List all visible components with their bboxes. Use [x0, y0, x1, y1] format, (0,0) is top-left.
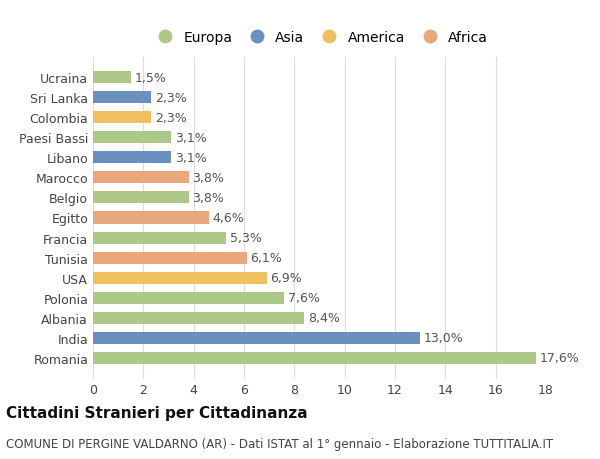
Bar	[93, 112, 151, 124]
Text: 5,3%: 5,3%	[230, 231, 262, 245]
Text: 2,3%: 2,3%	[155, 91, 187, 105]
Text: 3,1%: 3,1%	[175, 132, 206, 145]
Bar	[93, 352, 536, 364]
Text: 13,0%: 13,0%	[424, 331, 464, 345]
Bar	[93, 172, 188, 184]
Text: 3,1%: 3,1%	[175, 151, 206, 164]
Text: 3,8%: 3,8%	[193, 172, 224, 185]
Bar	[93, 272, 266, 284]
Text: 4,6%: 4,6%	[212, 212, 244, 224]
Text: 2,3%: 2,3%	[155, 112, 187, 124]
Text: 6,1%: 6,1%	[250, 252, 282, 264]
Text: 6,9%: 6,9%	[271, 272, 302, 285]
Bar	[93, 252, 247, 264]
Bar	[93, 292, 284, 304]
Bar	[93, 92, 151, 104]
Bar	[93, 72, 131, 84]
Text: COMUNE DI PERGINE VALDARNO (AR) - Dati ISTAT al 1° gennaio - Elaborazione TUTTIT: COMUNE DI PERGINE VALDARNO (AR) - Dati I…	[6, 437, 553, 450]
Bar	[93, 332, 420, 344]
Text: 7,6%: 7,6%	[288, 291, 320, 304]
Text: Cittadini Stranieri per Cittadinanza: Cittadini Stranieri per Cittadinanza	[6, 405, 308, 420]
Text: 17,6%: 17,6%	[540, 352, 580, 364]
Bar	[93, 312, 304, 324]
Bar	[93, 152, 171, 164]
Legend: Europa, Asia, America, Africa: Europa, Asia, America, Africa	[146, 26, 493, 51]
Bar	[93, 192, 188, 204]
Text: 8,4%: 8,4%	[308, 312, 340, 325]
Bar	[93, 132, 171, 144]
Text: 1,5%: 1,5%	[134, 72, 166, 84]
Text: 3,8%: 3,8%	[193, 191, 224, 205]
Bar	[93, 212, 209, 224]
Bar	[93, 232, 226, 244]
